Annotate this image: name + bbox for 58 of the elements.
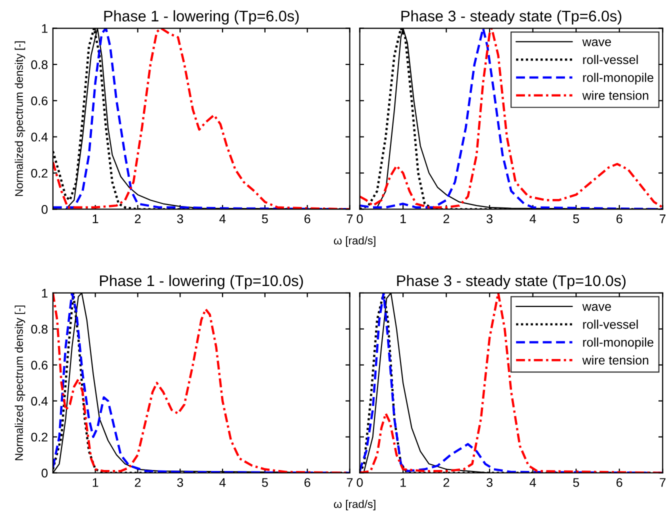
y-tick-label: 0.8 <box>31 60 48 70</box>
y-tick-label: 1 <box>42 24 48 33</box>
y-tick-label: 0.4 <box>31 396 48 406</box>
y-tick-label: 0.2 <box>31 432 48 442</box>
x-tick-label: 1 <box>92 478 98 487</box>
x-tick-label: 4 <box>219 478 226 487</box>
x-tick-label: 3 <box>486 214 493 224</box>
x-axis-title: ω [rad/s] <box>334 236 376 247</box>
x-tick-label: 0 <box>356 214 363 224</box>
x-tick-label: 7 <box>346 478 353 487</box>
x-tick-label: 6 <box>616 478 622 487</box>
legend-label: roll-vessel <box>583 320 638 329</box>
y-tick-label: 0.6 <box>31 96 48 106</box>
x-tick-label: 6 <box>616 214 622 224</box>
chart-title: Phase 3 - steady state (Tp=6.0s) <box>401 10 622 24</box>
x-tick-label: 1 <box>92 214 98 224</box>
x-tick-label: 2 <box>443 478 450 487</box>
legend-label: wave <box>582 39 611 46</box>
chart-title: Phase 3 - steady state (Tp=10.0s) <box>397 274 626 290</box>
x-tick-label: 7 <box>660 478 666 487</box>
legend-label: wire tension <box>582 355 648 365</box>
x-tick-label: 3 <box>177 214 184 224</box>
x-axis-title: ω [rad/s] <box>334 500 376 510</box>
x-tick-label: 0 <box>356 478 363 487</box>
x-tick-label: 3 <box>177 478 184 487</box>
x-tick-label: 1 <box>400 214 406 224</box>
chart-title: Phase 1 - lowering (Tp=10.0s) <box>100 274 303 290</box>
y-axis-title: Normalized spectrum density [-] <box>14 41 26 196</box>
x-tick-label: 4 <box>530 214 536 224</box>
x-tick-label: 2 <box>443 214 450 224</box>
y-tick-label: 0.2 <box>31 168 48 178</box>
y-tick-label: 1 <box>42 288 48 298</box>
legend-label: roll-vessel <box>583 54 638 64</box>
legend-label: wave <box>582 304 611 311</box>
x-tick-label: 7 <box>346 214 353 224</box>
x-tick-label: 3 <box>486 478 493 487</box>
x-tick-label: 5 <box>262 478 268 487</box>
x-tick-label: 2 <box>134 478 141 487</box>
legend-label: roll-monopile <box>583 72 654 84</box>
y-tick-label: 0.6 <box>31 360 48 370</box>
x-tick-label: 4 <box>219 214 226 224</box>
legend-label: wire tension <box>582 90 648 100</box>
chart-title: Phase 1 - lowering (Tp=6.0s) <box>104 10 299 24</box>
y-tick-label: 0 <box>42 205 48 214</box>
x-tick-label: 5 <box>262 214 268 224</box>
x-tick-label: 2 <box>134 214 141 224</box>
legend-label: roll-monopile <box>583 338 654 350</box>
y-tick-label: 0 <box>42 468 48 478</box>
x-tick-label: 5 <box>573 478 580 487</box>
x-tick-label: 7 <box>660 214 666 224</box>
x-tick-label: 4 <box>530 478 536 487</box>
x-tick-label: 5 <box>573 214 580 224</box>
y-tick-label: 0.4 <box>31 132 48 142</box>
x-tick-label: 6 <box>304 214 310 224</box>
y-axis-title: Normalized spectrum density [-] <box>14 306 26 460</box>
y-tick-label: 0.8 <box>31 324 48 334</box>
x-tick-label: 6 <box>304 478 310 487</box>
x-tick-label: 1 <box>400 478 406 487</box>
